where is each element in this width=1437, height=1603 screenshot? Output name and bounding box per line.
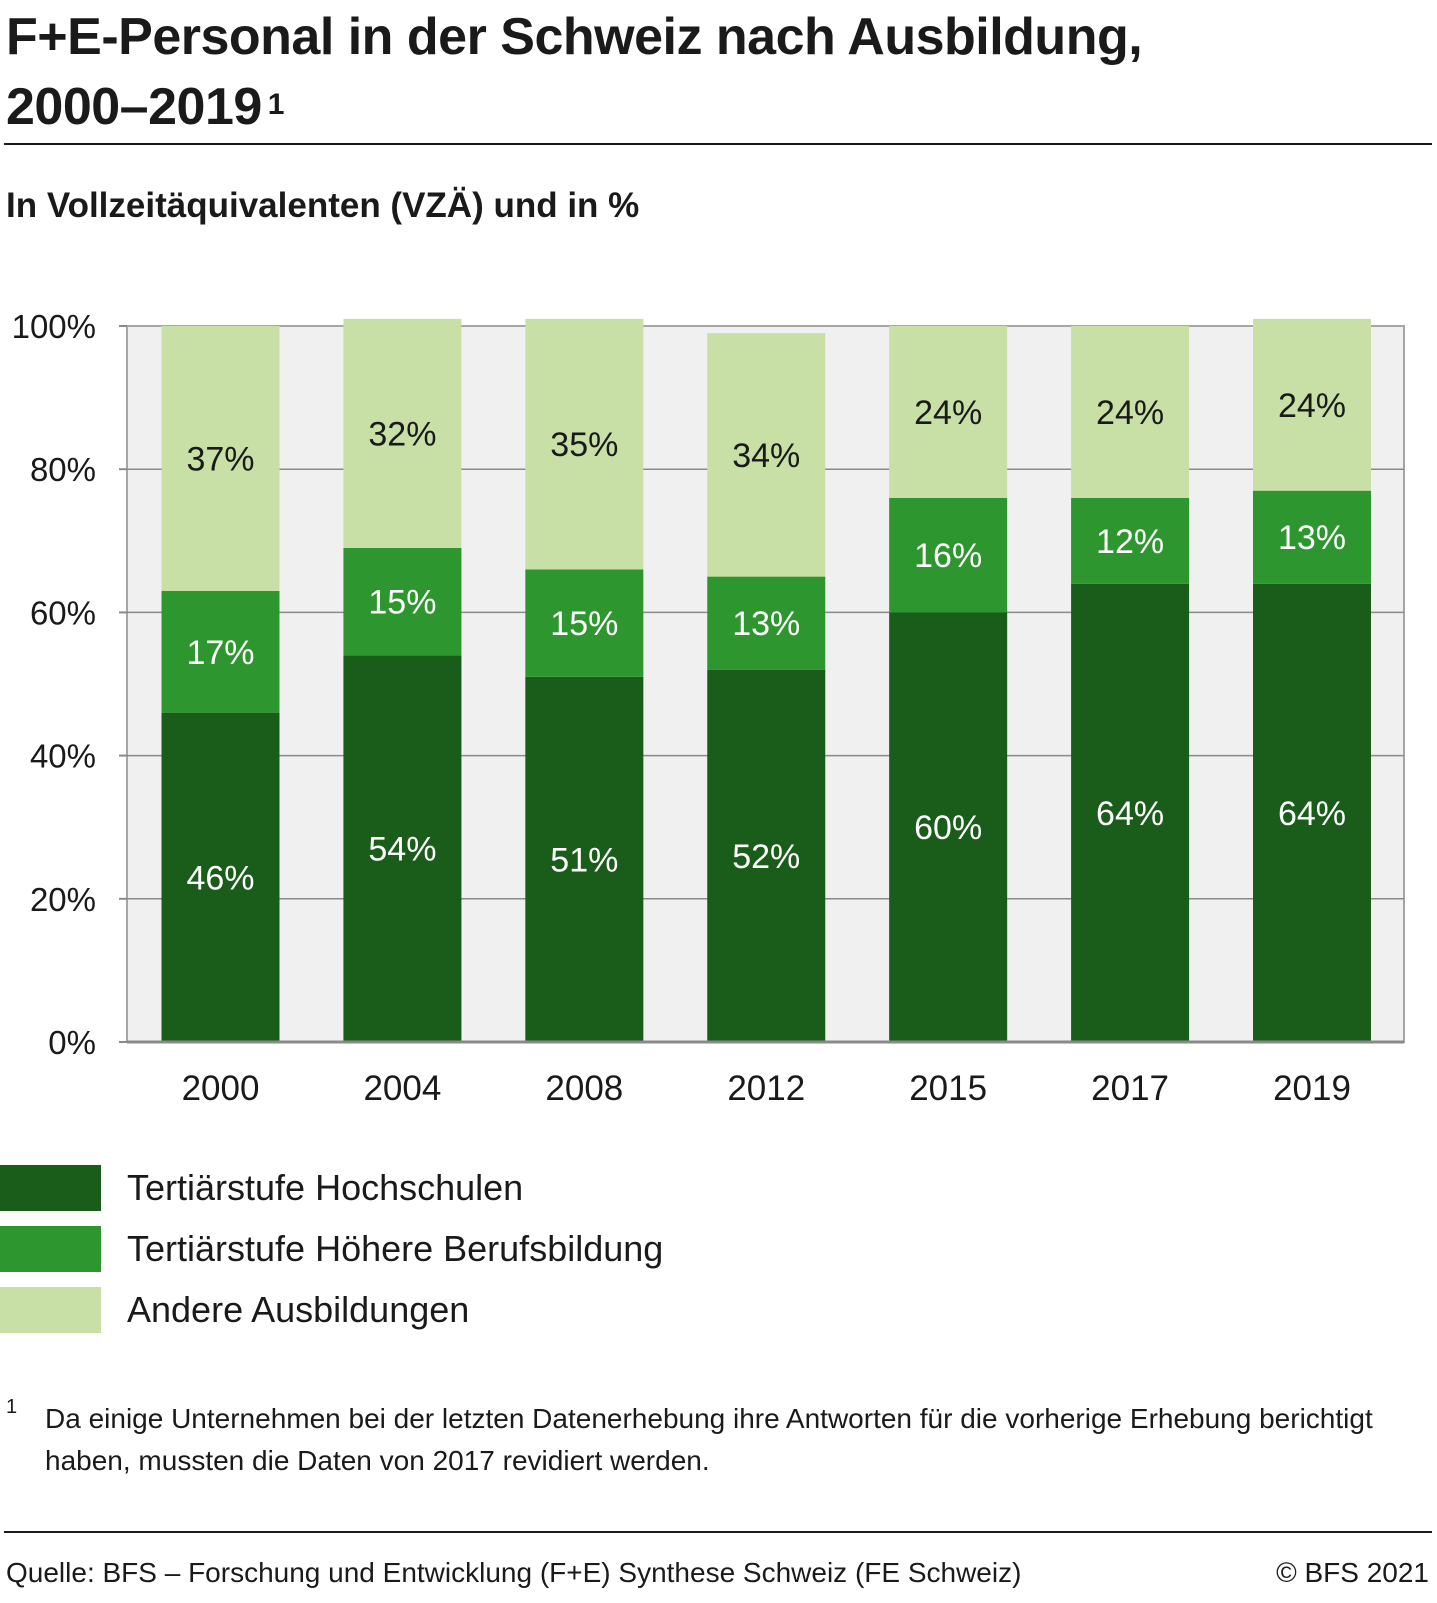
- data-label-tertiarstufe-hochschulen-2012: 52%: [732, 838, 800, 876]
- bar-tertiarstufe-hochschulen-2019: [1253, 583, 1371, 1042]
- bar-tertiarstufe-hohere-berufsbildung-2000: [161, 590, 280, 713]
- x-tick-label-2012: 2012: [727, 1069, 805, 1108]
- y-tick-label: 0%: [48, 1024, 96, 1061]
- title-divider: [4, 143, 1432, 145]
- bar-tertiarstufe-hochschulen-2015: [889, 612, 1008, 1042]
- x-tick-label-2017: 2017: [1091, 1069, 1169, 1108]
- bar-tertiarstufe-hochschulen-2000: [161, 712, 280, 1042]
- legend-label-andere-ausbildungen: Andere Ausbildungen: [127, 1289, 470, 1330]
- bar-andere-ausbildungen-2012: [707, 333, 826, 577]
- legend-swatch-andere-ausbildungen: [0, 1287, 101, 1333]
- x-tick-label-2015: 2015: [909, 1069, 987, 1108]
- data-label-andere-ausbildungen-2008: 35%: [550, 426, 618, 464]
- copyright-note: © BFS 2021: [1276, 1557, 1429, 1588]
- data-label-andere-ausbildungen-2012: 34%: [732, 437, 800, 475]
- stacked-bar-chart: 0% 20% 40% 60% 80% 100% 46% 17% 37% 2000 54% 15% 32%…: [12, 308, 1405, 1108]
- x-tick-label-2008: 2008: [545, 1069, 623, 1108]
- bar-andere-ausbildungen-2004: [343, 318, 462, 548]
- chart-title-line-1: F+E-Personal in der Schweiz nach Ausbild…: [6, 8, 1143, 66]
- data-label-andere-ausbildungen-2015: 24%: [914, 394, 982, 432]
- data-label-tertiarstufe-hohere-berufsbildung-2012: 13%: [732, 605, 800, 643]
- bar-tertiarstufe-hohere-berufsbildung-2019: [1253, 490, 1371, 584]
- bar-andere-ausbildungen-2017: [1071, 326, 1190, 498]
- data-label-andere-ausbildungen-2004: 32%: [368, 415, 436, 453]
- chart-title: F+E-Personal in der Schweiz nach Ausbild…: [6, 2, 1426, 142]
- footnote-text: Da einige Unternehmen bei der letzten Da…: [45, 1403, 1373, 1476]
- data-label-tertiarstufe-hohere-berufsbildung-2004: 15%: [368, 584, 436, 622]
- footer-divider: [4, 1531, 1432, 1533]
- y-tick-label: 100%: [12, 308, 96, 345]
- bar-andere-ausbildungen-2015: [889, 326, 1008, 498]
- bar-andere-ausbildungen-2008: [525, 318, 644, 570]
- x-tick-label-2004: 2004: [363, 1069, 441, 1108]
- data-label-tertiarstufe-hochschulen-2000: 46%: [186, 859, 254, 897]
- legend-item-hochschulen: Tertiärstufe Hochschulen: [0, 1165, 760, 1211]
- y-tick-label: 80%: [30, 451, 96, 488]
- bar-andere-ausbildungen-2000: [161, 326, 280, 591]
- bar-tertiarstufe-hochschulen-2008: [525, 676, 644, 1042]
- legend-item-hoehere-berufsbildung: Tertiärstufe Höhere Berufsbildung: [0, 1226, 760, 1272]
- legend-label-hoehere-berufsbildung: Tertiärstufe Höhere Berufsbildung: [127, 1228, 664, 1269]
- legend-swatch-hoehere-berufsbildung: [0, 1226, 101, 1272]
- chart-subtitle: In Vollzeitäquivalenten (VZÄ) und in %: [6, 186, 640, 225]
- bar-tertiarstufe-hohere-berufsbildung-2017: [1071, 497, 1190, 584]
- bar-tertiarstufe-hohere-berufsbildung-2015: [889, 497, 1008, 613]
- data-label-tertiarstufe-hochschulen-2008: 51%: [550, 841, 618, 879]
- data-label-andere-ausbildungen-2000: 37%: [186, 440, 254, 478]
- y-tick-label: 40%: [30, 738, 96, 775]
- bar-tertiarstufe-hohere-berufsbildung-2012: [707, 576, 826, 670]
- bar-tertiarstufe-hohere-berufsbildung-2004: [343, 547, 462, 656]
- footnote-mark: 1: [6, 1396, 18, 1418]
- data-label-tertiarstufe-hohere-berufsbildung-2017: 12%: [1096, 523, 1164, 561]
- data-label-andere-ausbildungen-2017: 24%: [1096, 394, 1164, 432]
- y-tick-label: 60%: [30, 594, 96, 631]
- data-label-tertiarstufe-hochschulen-2004: 54%: [368, 831, 436, 869]
- chart-title-line-2: 2000–2019: [6, 78, 262, 136]
- bar-andere-ausbildungen-2019: [1253, 318, 1371, 491]
- source-note: Quelle: BFS – Forschung und Entwicklung …: [6, 1557, 1022, 1588]
- legend-swatch-hochschulen: [0, 1165, 101, 1211]
- data-label-tertiarstufe-hohere-berufsbildung-2000: 17%: [186, 634, 254, 672]
- data-label-tertiarstufe-hochschulen-2019: 64%: [1278, 795, 1346, 833]
- x-tick-label-2019: 2019: [1273, 1069, 1351, 1108]
- data-label-tertiarstufe-hohere-berufsbildung-2019: 13%: [1278, 519, 1346, 557]
- y-tick-label: 20%: [30, 881, 96, 918]
- data-label-tertiarstufe-hochschulen-2015: 60%: [914, 809, 982, 847]
- bar-tertiarstufe-hochschulen-2012: [707, 669, 826, 1042]
- data-label-andere-ausbildungen-2019: 24%: [1278, 387, 1346, 425]
- bar-tertiarstufe-hochschulen-2017: [1071, 583, 1190, 1042]
- bar-tertiarstufe-hohere-berufsbildung-2008: [525, 569, 644, 677]
- data-label-tertiarstufe-hohere-berufsbildung-2015: 16%: [914, 537, 982, 575]
- x-tick-label-2000: 2000: [182, 1069, 260, 1108]
- legend-item-andere-ausbildungen: Andere Ausbildungen: [0, 1287, 760, 1333]
- data-label-tertiarstufe-hohere-berufsbildung-2008: 15%: [550, 605, 618, 643]
- bar-tertiarstufe-hochschulen-2004: [343, 655, 462, 1042]
- data-label-tertiarstufe-hochschulen-2017: 64%: [1096, 795, 1164, 833]
- legend-label-hochschulen: Tertiärstufe Hochschulen: [127, 1167, 524, 1208]
- title-footnote-mark: 1: [267, 88, 285, 121]
